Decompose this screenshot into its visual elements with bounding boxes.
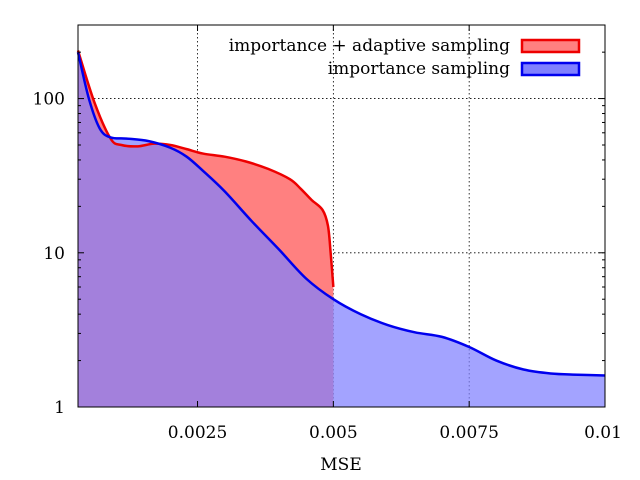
plot-lines [76,50,606,377]
plot-frame [77,24,606,408]
x-tick-label: 0.01 [584,423,622,443]
legend-label: importance + adaptive sampling [229,36,510,56]
plot-areas [78,50,605,408]
y-tick-label: 10 [43,244,65,264]
series-line-2 [76,51,606,377]
legend: importance + adaptive sampling importance… [229,36,581,79]
y-tick-label: 1 [54,398,65,418]
legend-label: importance sampling [328,59,510,79]
series-line-1 [76,50,335,288]
x-axis-title: MSE [320,455,361,475]
axis-ticks: 0.0025 0.005 0.0075 0.01 1 10 100 [33,24,622,443]
series-area-2 [78,52,605,408]
legend-swatch [520,61,581,77]
y-tick-label: 100 [33,90,65,110]
x-tick-label: 0.0075 [439,423,498,443]
legend-swatch [520,38,581,54]
x-tick-label: 0.005 [309,423,358,443]
x-tick-label: 0.0025 [168,423,227,443]
